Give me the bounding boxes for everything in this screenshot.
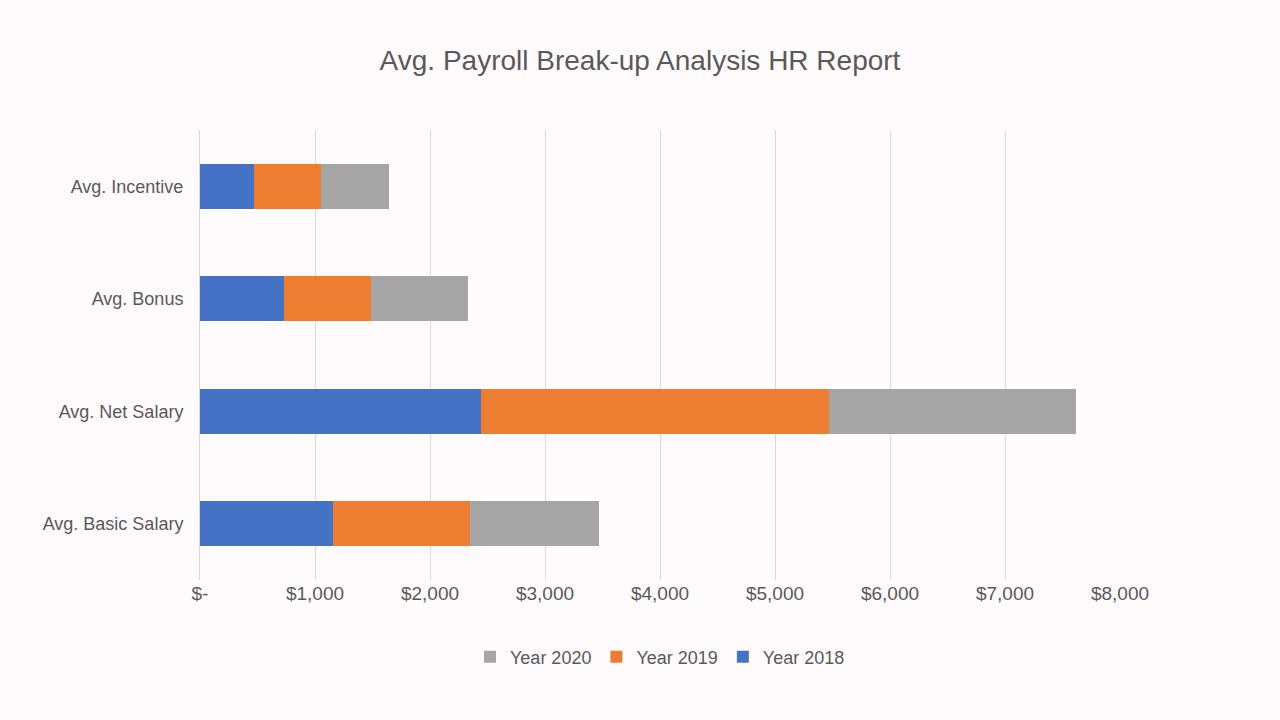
svg-text:Avg. Incentive: Avg. Incentive [71, 177, 184, 197]
svg-text:Avg. Bonus: Avg. Bonus [92, 289, 184, 309]
svg-text:$6,000: $6,000 [861, 583, 919, 604]
svg-text:$-: $- [192, 583, 209, 604]
svg-text:Year 2020: Year 2020 [510, 648, 591, 668]
svg-text:Year 2019: Year 2019 [636, 648, 717, 668]
svg-text:$4,000: $4,000 [631, 583, 689, 604]
svg-text:$5,000: $5,000 [746, 583, 804, 604]
svg-text:Avg. Basic Salary: Avg. Basic Salary [43, 514, 184, 534]
svg-text:$1,000: $1,000 [286, 583, 344, 604]
svg-text:$3,000: $3,000 [516, 583, 574, 604]
svg-text:Avg. Net Salary: Avg. Net Salary [59, 402, 184, 422]
svg-text:$2,000: $2,000 [401, 583, 459, 604]
svg-text:Year 2018: Year 2018 [763, 648, 844, 668]
svg-text:$8,000: $8,000 [1091, 583, 1149, 604]
svg-text:$7,000: $7,000 [976, 583, 1034, 604]
svg-text:Avg. Payroll Break-up Analysis: Avg. Payroll Break-up Analysis HR Report [380, 45, 901, 76]
